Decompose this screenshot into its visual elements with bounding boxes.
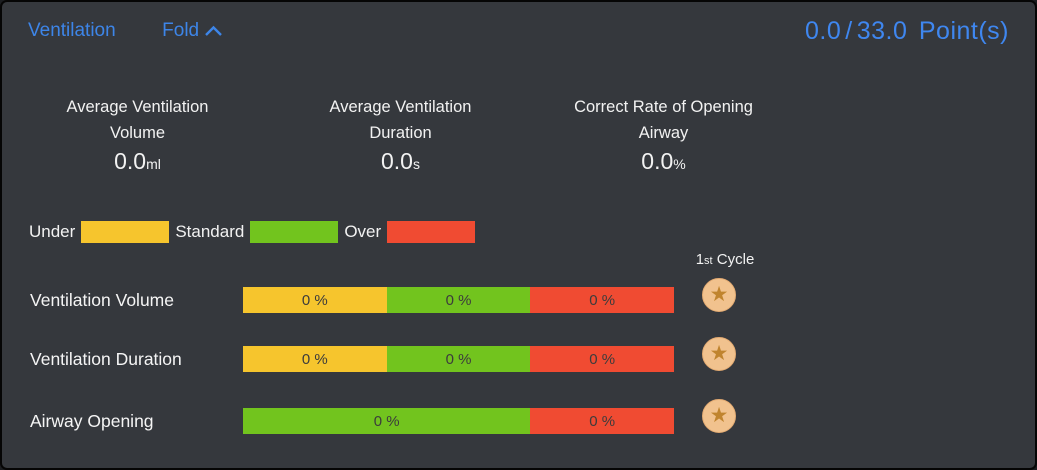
stat-number: 0.0	[641, 148, 674, 174]
cycle-ordinal: st	[704, 255, 713, 267]
stat-average-ventilation-duration: Average Ventilation Duration 0.0s	[269, 94, 532, 178]
result-row: Ventilation Volume 0 % 0 % 0 % ★	[2, 278, 1035, 313]
stat-number: 0.0	[381, 148, 413, 174]
stat-label-line1: Average Ventilation	[66, 98, 209, 116]
cycle-star-badge: ★	[702, 337, 736, 371]
legend-swatch-under	[81, 220, 170, 243]
legend-swatch-over	[387, 220, 476, 243]
fold-label: Fold	[162, 20, 200, 41]
cycle-star-badge: ★	[702, 399, 736, 433]
star-icon: ★	[709, 282, 729, 306]
bar-segment-under: 0 %	[243, 346, 387, 372]
stat-label-line1: Correct Rate of Opening	[574, 98, 753, 116]
stat-label: Average Ventilation Volume	[6, 94, 269, 146]
score-current: 0.0	[805, 17, 842, 45]
cycle-star-badge: ★	[702, 278, 736, 312]
row-label: Ventilation Duration	[30, 349, 182, 369]
stat-label: Correct Rate of Opening Airway	[532, 94, 795, 146]
stat-unit: %	[673, 156, 686, 172]
stat-unit: s	[412, 156, 420, 172]
legend-label-under: Under	[29, 221, 76, 241]
score-total: 33.0	[856, 17, 908, 45]
cycle-number: 1	[695, 251, 705, 268]
stat-average-ventilation-volume: Average Ventilation Volume 0.0ml	[6, 94, 269, 178]
stat-correct-rate-opening-airway: Correct Rate of Opening Airway 0.0%	[532, 94, 795, 178]
legend-swatch-standard	[250, 220, 339, 243]
star-icon: ★	[709, 403, 729, 427]
bar-segment-standard: 0 %	[243, 408, 531, 434]
cycle-column-header: 1st Cycle	[683, 250, 767, 271]
stat-label-line2: Duration	[369, 124, 432, 142]
panel-title: Ventilation	[28, 20, 116, 41]
stacked-bar: 0 % 0 % 0 %	[243, 287, 675, 313]
cycle-word: Cycle	[716, 251, 755, 268]
legend-label-standard: Standard	[175, 221, 245, 241]
bar-segment-under: 0 %	[243, 287, 387, 313]
stat-value: 0.0%	[532, 147, 795, 178]
result-row: Airway Opening 0 % 0 % ★	[2, 399, 1035, 434]
stat-label: Average Ventilation Duration	[269, 94, 532, 146]
stat-label-line1: Average Ventilation	[329, 98, 472, 116]
bar-segment-over: 0 %	[530, 287, 675, 313]
legend-label-over: Over	[344, 221, 382, 241]
bar-segment-over: 0 %	[530, 346, 675, 372]
fold-toggle[interactable]: Fold	[162, 16, 223, 46]
stat-label-line2: Volume	[109, 124, 166, 142]
stat-value: 0.0s	[269, 147, 532, 178]
panel-header: Ventilation Fold 0.0/33.0 Point(s)	[28, 16, 1011, 46]
stat-number: 0.0	[114, 148, 147, 174]
chevron-up-icon	[205, 25, 222, 36]
row-label: Ventilation Volume	[30, 290, 174, 310]
stat-unit: ml	[146, 156, 161, 172]
bar-segment-standard: 0 %	[386, 346, 531, 372]
score-separator: /	[845, 17, 853, 45]
summary-stats: Average Ventilation Volume 0.0ml Average…	[6, 94, 795, 178]
stat-value: 0.0ml	[6, 147, 269, 178]
stacked-bar: 0 % 0 % 0 %	[243, 346, 675, 372]
stacked-bar: 0 % 0 %	[243, 408, 674, 434]
bar-color-legend: Under Standard Over	[29, 219, 481, 244]
stat-label-line2: Airway	[638, 124, 689, 142]
result-row: Ventilation Duration 0 % 0 % 0 % ★	[2, 337, 1035, 372]
score-display: 0.0/33.0 Point(s)	[803, 14, 1011, 48]
bar-segment-standard: 0 %	[386, 287, 531, 313]
star-icon: ★	[709, 341, 729, 365]
score-unit: Point(s)	[918, 17, 1009, 45]
row-label: Airway Opening	[30, 411, 154, 431]
bar-segment-over: 0 %	[530, 408, 674, 434]
